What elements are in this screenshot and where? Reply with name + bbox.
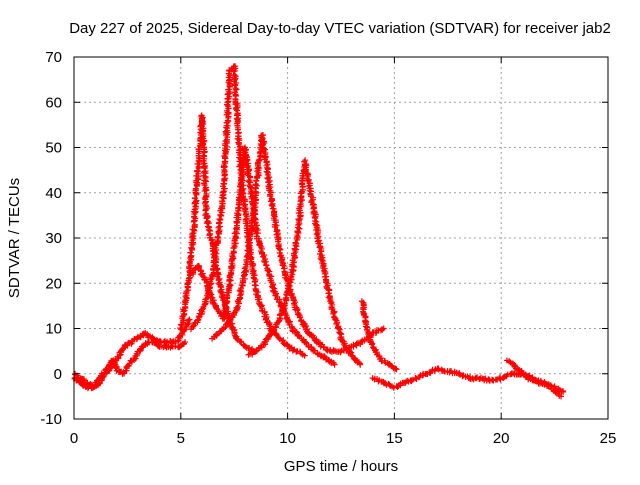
y-tick-label: 70 — [45, 49, 62, 66]
y-tick-label: 0 — [54, 366, 62, 383]
x-tick-label: 25 — [600, 430, 617, 447]
x-tick-label: 0 — [70, 430, 78, 447]
x-axis-label: GPS time / hours — [284, 458, 398, 475]
y-tick-label: 10 — [45, 321, 62, 338]
y-tick-label: 60 — [45, 94, 62, 111]
y-tick-label: 20 — [45, 275, 62, 292]
x-tick-label: 20 — [493, 430, 510, 447]
y-tick-label: 50 — [45, 140, 62, 157]
x-tick-label: 5 — [177, 430, 185, 447]
x-tick-label: 15 — [386, 430, 403, 447]
y-tick-label: 30 — [45, 230, 62, 247]
x-tick-label: 10 — [279, 430, 296, 447]
y-axis-label: SDTVAR / TECUs — [6, 178, 23, 298]
chart-title: Day 227 of 2025, Sidereal Day-to-day VTE… — [69, 20, 611, 37]
y-tick-label: -10 — [40, 411, 62, 428]
sdtvar-chart: Day 227 of 2025, Sidereal Day-to-day VTE… — [0, 0, 640, 480]
y-tick-label: 40 — [45, 185, 62, 202]
chart-svg: Day 227 of 2025, Sidereal Day-to-day VTE… — [0, 0, 640, 480]
